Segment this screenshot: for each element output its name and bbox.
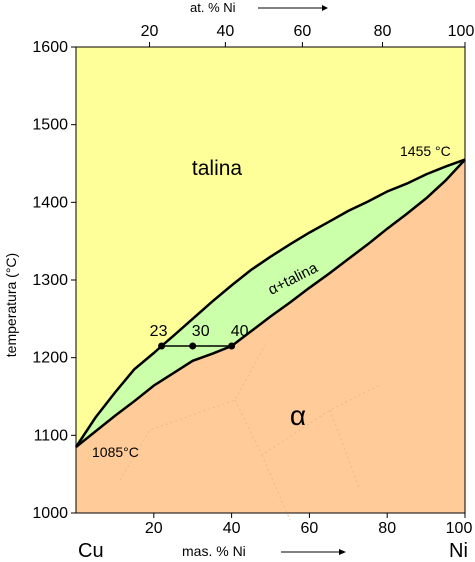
y-axis-label: temperatura (°C) bbox=[3, 253, 19, 357]
liquidus-line bbox=[74, 158, 466, 448]
copper-label: Cu bbox=[78, 540, 104, 562]
y-tick-label: 1400 bbox=[32, 194, 68, 211]
y-tick-label: 1200 bbox=[32, 350, 68, 367]
x2-tick-label: 100 bbox=[448, 23, 475, 40]
x-tick-label: 20 bbox=[145, 520, 163, 537]
x-tick-label: 100 bbox=[446, 520, 473, 537]
y-tick-label: 1500 bbox=[32, 117, 68, 134]
x-tick-label: 80 bbox=[378, 520, 396, 537]
x-tick-label: 60 bbox=[301, 520, 319, 537]
tie-line-point-label: 40 bbox=[231, 323, 249, 340]
x2-tick-label: 80 bbox=[374, 23, 392, 40]
x2-tick-label: 20 bbox=[141, 23, 159, 40]
y-tick-label: 1000 bbox=[32, 505, 68, 522]
ni-melting-point-label: 1455 °C bbox=[400, 143, 451, 159]
tie-line-point bbox=[189, 342, 197, 350]
x2-tick-label: 60 bbox=[293, 23, 311, 40]
y-tick-label: 1100 bbox=[34, 427, 69, 444]
x-axis-label: mas. % Ni bbox=[182, 543, 246, 559]
tie-line-point bbox=[228, 342, 236, 350]
two-phase-region bbox=[76, 159, 465, 447]
region-label-liquid: talina bbox=[192, 157, 243, 180]
x2-tick-label: 40 bbox=[216, 23, 234, 40]
y-tick-label: 1300 bbox=[32, 272, 68, 289]
y-tick-label: 1600 bbox=[32, 39, 68, 56]
region-label-alpha: α bbox=[290, 400, 306, 431]
x2-axis-label: at. % Ni bbox=[190, 0, 236, 15]
x2-arrow-head bbox=[322, 5, 328, 11]
cu-melting-point-label: 1085°C bbox=[92, 444, 139, 460]
alpha-region bbox=[76, 159, 465, 513]
solidus-line bbox=[75, 158, 466, 448]
x-arrow-head bbox=[339, 549, 346, 555]
nickel-label: Ni bbox=[449, 540, 468, 562]
x-tick-label: 40 bbox=[223, 520, 241, 537]
tie-line-point bbox=[158, 342, 166, 350]
tie-line-point-label: 30 bbox=[192, 323, 210, 340]
tie-line-point-label: 23 bbox=[150, 323, 168, 340]
